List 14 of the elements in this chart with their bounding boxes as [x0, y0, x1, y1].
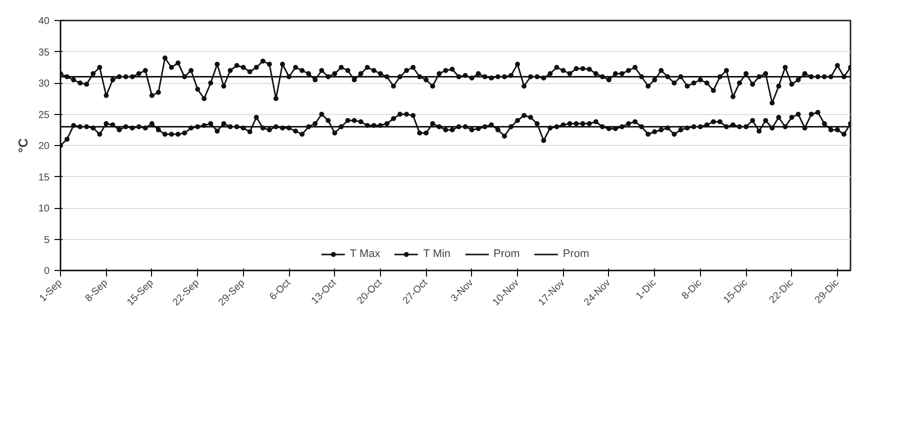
- legend-label: Prom: [494, 248, 520, 260]
- y-tick-label: 20: [38, 141, 50, 152]
- y-tick-label: 15: [38, 172, 50, 184]
- y-tick-label: 10: [38, 204, 50, 214]
- y-axis-title: °C: [15, 138, 30, 153]
- y-tick-label: 30: [38, 78, 50, 90]
- y-tick-label: 25: [38, 110, 50, 121]
- legend-label: T Max: [350, 248, 380, 260]
- y-tick-label: 40: [38, 16, 50, 27]
- y-tick-label: 35: [38, 47, 50, 58]
- legend-label: Prom: [562, 248, 590, 260]
- legend-label: T Min: [423, 248, 451, 260]
- y-tick-label: 0: [44, 266, 50, 277]
- y-tick-label: 5: [44, 234, 50, 246]
